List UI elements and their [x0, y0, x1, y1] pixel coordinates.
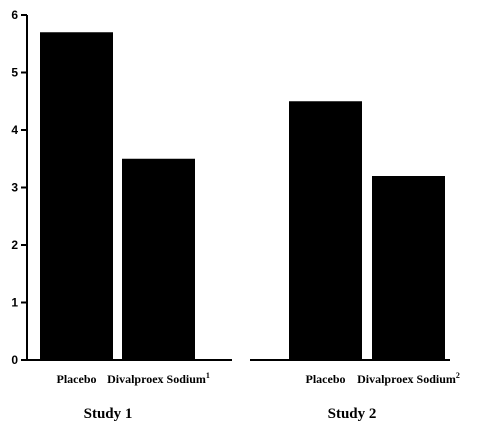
- category-label: Placebo: [57, 372, 97, 386]
- bar: [40, 32, 113, 360]
- group-labels: Study 1 Study 2: [84, 406, 377, 422]
- bar: [122, 158, 195, 360]
- y-tick-label: 2: [11, 238, 18, 252]
- group-label: Study 1: [84, 406, 133, 422]
- y-tick-label: 4: [11, 123, 18, 137]
- category-label-superscript: 2: [456, 371, 460, 380]
- category-label-superscript: 1: [206, 371, 210, 380]
- y-tick-label: 0: [11, 353, 18, 367]
- y-tick-label: 3: [11, 181, 18, 195]
- bars: [40, 32, 445, 360]
- y-ticks: 0 1 2 3 4 5 6: [11, 8, 27, 367]
- group-label: Study 2: [328, 406, 377, 422]
- y-tick-label: 5: [11, 66, 18, 80]
- bar: [372, 176, 445, 360]
- y-tick-label: 1: [11, 296, 18, 310]
- y-tick-label: 6: [11, 8, 18, 22]
- category-label: Divalproex Sodium2: [357, 371, 460, 386]
- category-label: Placebo: [306, 372, 346, 386]
- category-labels: Placebo Divalproex Sodium1 Placebo Divalpro…: [57, 371, 460, 386]
- category-label: Divalproex Sodium1: [107, 371, 210, 386]
- bar: [289, 101, 362, 360]
